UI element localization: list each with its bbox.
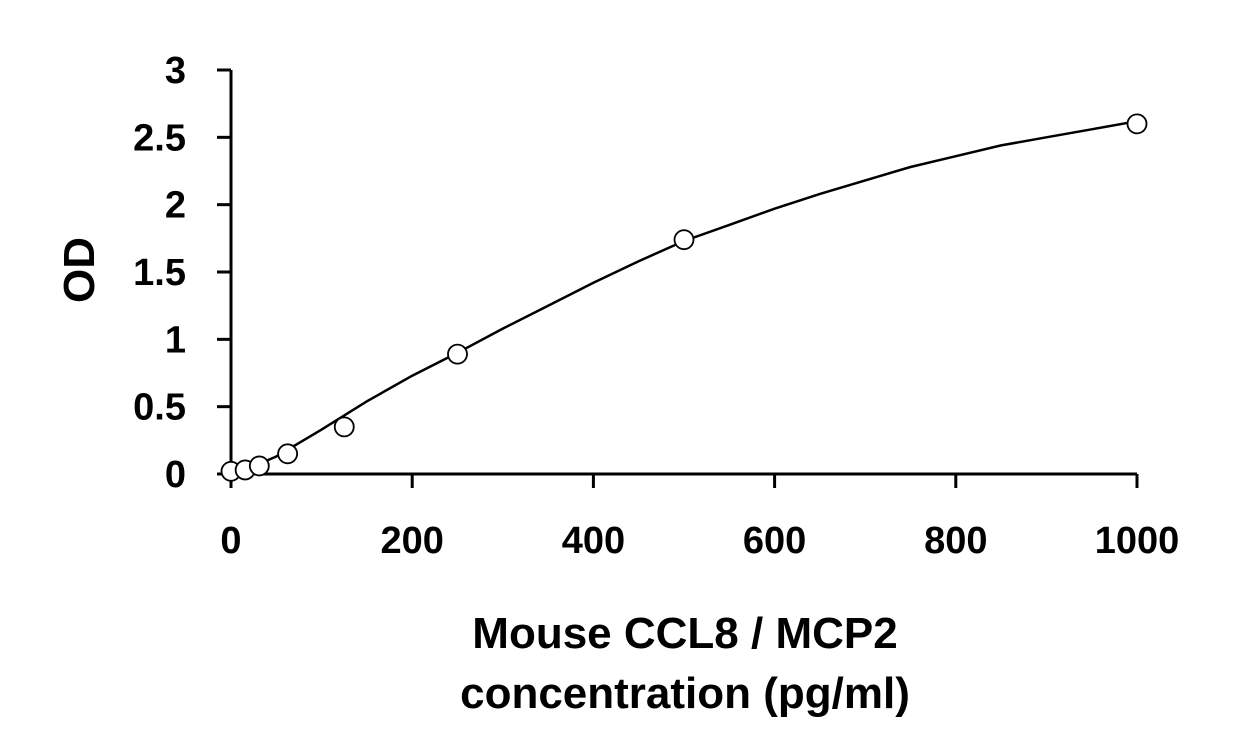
x-tick-label: 400 bbox=[562, 520, 625, 562]
x-tick-label: 0 bbox=[220, 520, 241, 562]
fit-curve bbox=[244, 119, 1138, 472]
y-axis-title: OD bbox=[55, 237, 104, 303]
y-tick-label: 3 bbox=[165, 50, 186, 92]
data-point bbox=[447, 343, 468, 365]
y-tick-label: 0.5 bbox=[133, 387, 186, 429]
x-axis-ticks: 0 200 400 600 800 1000 bbox=[220, 474, 1179, 562]
data-point bbox=[1126, 113, 1148, 135]
x-tick-label: 600 bbox=[743, 520, 806, 562]
x-tick-label: 200 bbox=[380, 520, 443, 562]
x-tick-label: 1000 bbox=[1095, 520, 1180, 562]
x-axis-title-line-1: Mouse CCL8 / MCP2 bbox=[472, 609, 897, 658]
data-point bbox=[277, 443, 299, 465]
data-point bbox=[248, 455, 270, 477]
y-tick-label: 2 bbox=[165, 185, 186, 227]
y-axis-ticks: 0 0.5 1 1.5 2 2.5 3 bbox=[133, 50, 231, 496]
y-tick-label: 0 bbox=[165, 454, 186, 496]
data-point bbox=[673, 229, 695, 251]
data-point bbox=[333, 416, 355, 438]
y-tick-label: 1.5 bbox=[133, 252, 186, 294]
x-tick-label: 800 bbox=[924, 520, 987, 562]
y-tick-label: 2.5 bbox=[133, 117, 186, 159]
data-points bbox=[220, 113, 1148, 482]
x-axis-title-line-2: concentration (pg/ml) bbox=[460, 669, 910, 718]
y-tick-label: 1 bbox=[165, 319, 186, 361]
